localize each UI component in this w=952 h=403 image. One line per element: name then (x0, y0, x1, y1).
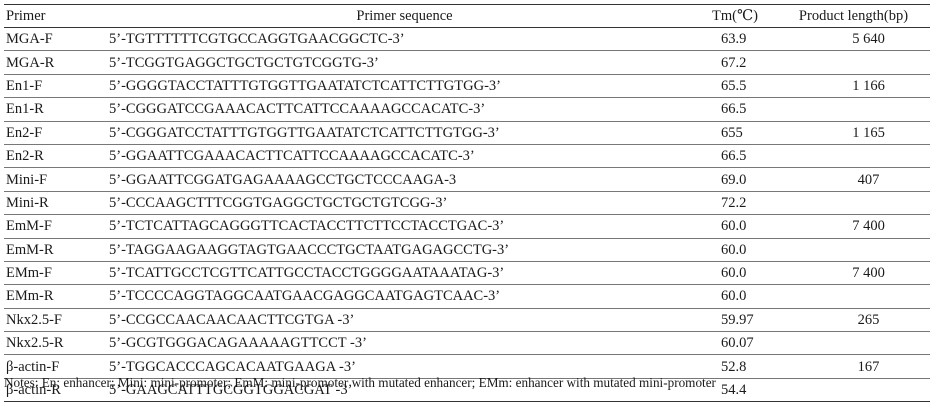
length-cell (777, 332, 930, 355)
primer-cell: β-actin-F (6, 358, 60, 375)
header-tm: Tm(℃) (707, 4, 777, 28)
primer-cell: En1-F (6, 77, 43, 94)
sequence-cell: 5’-TCCCCAGGTAGGCAATGAACGAGGCAATGAGTCAAC-… (109, 288, 501, 305)
table-row: Mini-R 5’-CCCAAGCTTTCGGTGAGGCTGCTGCTGTCG… (4, 191, 930, 215)
sequence-cell: 5’-TGGCACCCAGCACAATGAAGA -3’ (109, 358, 356, 375)
tm-cell: 59.97 (721, 311, 754, 328)
primer-cell: En1-R (6, 101, 44, 118)
table-row: EMm-F 5’-TCATTGCCTCGTTCATTGCCTACCTGGGGAA… (4, 261, 930, 285)
sequence-cell: 5’-CCCAAGCTTTCGGTGAGGCTGCTGCTGTCGG-3’ (109, 194, 448, 211)
tm-cell: 60.0 (721, 265, 747, 282)
sequence-cell: 5’-GAAGCATTTGCGGTGGACGAT -3’ (109, 382, 353, 399)
length-cell: 1 165 (852, 124, 885, 141)
table-row: Nkx2.5-F 5’-CCGCCAACAACAACTTCGTGA -3’ 59… (4, 308, 930, 332)
table-body: MGA-F 5’-TGTTTTTTCGTGCCAGGTGAACGGCTC-3’ … (4, 28, 930, 402)
primer-cell: EmM-R (6, 241, 54, 258)
length-cell: 7 400 (852, 265, 885, 282)
sequence-cell: 5’-TCATTGCCTCGTTCATTGCCTACCTGGGGAATAAATA… (109, 265, 505, 282)
tm-cell: 655 (721, 124, 743, 141)
table-row: β-actin-F 5’-TGGCACCCAGCACAATGAAGA -3’ 5… (4, 355, 930, 379)
table-row: En2-R 5’-GGAATTCGAAACACTTCATTCCAAAAGCCAC… (4, 144, 930, 168)
table-row: MGA-F 5’-TGTTTTTTCGTGCCAGGTGAACGGCTC-3’ … (4, 28, 930, 51)
table-row: EmM-R 5’-TAGGAAGAAGGTAGTGAACCCTGCTAATGAG… (4, 238, 930, 262)
primer-cell: EMm-F (6, 265, 52, 282)
sequence-cell: 5’-CGGGATCCGAAACACTTCATTCCAAAAGCCACATC-3… (109, 101, 486, 118)
tm-cell: 66.5 (721, 101, 747, 118)
sequence-cell: 5’-CCGCCAACAACAACTTCGTGA -3’ (109, 311, 355, 328)
tm-cell: 72.2 (721, 194, 747, 211)
primer-cell: Nkx2.5-R (6, 335, 64, 352)
table-row: En1-R 5’-CGGGATCCGAAACACTTCATTCCAAAAGCCA… (4, 98, 930, 122)
primer-cell: Mini-R (6, 194, 49, 211)
sequence-cell: 5’-GGGGTACCTATTTGTGGTTGAATATCTCATTCTTGTG… (109, 77, 501, 94)
header-primer-sequence: Primer sequence (102, 4, 707, 28)
table-row: EMm-R 5’-TCCCCAGGTAGGCAATGAACGAGGCAATGAG… (4, 285, 930, 309)
length-cell (777, 98, 930, 121)
tm-cell: 63.9 (721, 31, 747, 48)
tm-cell: 54.4 (721, 382, 747, 399)
tm-cell: 52.8 (721, 358, 747, 375)
length-cell (777, 285, 930, 308)
table-notes: Notes: En: enhancer; Mini: mini-promoter… (4, 375, 716, 390)
primer-cell: En2-F (6, 124, 43, 141)
table-row: Nkx2.5-R 5’-GCGTGGGACAGAAAAAGTTCCT -3’ 6… (4, 332, 930, 355)
primer-cell: Nkx2.5-F (6, 311, 62, 328)
header-primer: Primer (4, 4, 102, 28)
length-cell: 5 640 (852, 31, 885, 48)
sequence-cell: 5’-TAGGAAGAAGGTAGTGAACCCTGCTAATGAGAGCCTG… (109, 241, 510, 258)
sequence-cell: 5’-GCGTGGGACAGAAAAAGTTCCT -3’ (109, 335, 367, 352)
length-cell: 1 166 (852, 77, 885, 94)
primer-cell: Mini-F (6, 171, 48, 188)
table-row: En1-F 5’-GGGGTACCTATTTGTGGTTGAATATCTCATT… (4, 74, 930, 98)
table-row: β-actin-R 5’-GAAGCATTTGCGGTGGACGAT -3’ 5… (4, 378, 930, 402)
tm-cell: 60.0 (721, 241, 747, 258)
primer-cell: MGA-R (6, 54, 55, 71)
sequence-cell: 5’-TCGGTGAGGCTGCTGCTGTCGGTG-3’ (109, 54, 379, 71)
sequence-cell: 5’-CGGGATCCTATTTGTGGTTGAATATCTCATTCTTGTG… (109, 124, 500, 141)
length-cell (777, 191, 930, 214)
tm-cell: 60.0 (721, 288, 747, 305)
length-cell: 167 (857, 358, 880, 375)
length-cell: 265 (857, 311, 880, 328)
table-row: Mini-F 5’-GGAATTCGGATGAGAAAAGCCTGCTCCCAA… (4, 168, 930, 192)
tm-cell: 60.0 (721, 218, 747, 235)
length-cell (777, 51, 930, 74)
table-row: En2-F 5’-CGGGATCCTATTTGTGGTTGAATATCTCATT… (4, 121, 930, 145)
table-row: EmM-F 5’-TCTCATTAGCAGGGTTCACTACCTTCTTCCT… (4, 215, 930, 239)
tm-cell: 66.5 (721, 148, 747, 165)
length-cell (777, 144, 930, 167)
length-cell: 7 400 (852, 218, 885, 235)
primer-cell: MGA-F (6, 31, 53, 48)
length-cell: 407 (857, 171, 880, 188)
sequence-cell: 5’-TGTTTTTTCGTGCCAGGTGAACGGCTC-3’ (109, 31, 405, 48)
tm-cell: 65.5 (721, 77, 747, 94)
length-cell (777, 378, 930, 401)
header-product-length: Product length(bp) (777, 4, 930, 28)
primer-cell: EMm-R (6, 288, 54, 305)
sequence-cell: 5’-GGAATTCGGATGAGAAAAGCCTGCTCCCAAGA-3 (109, 171, 457, 188)
primer-cell: β-actin-R (6, 382, 61, 399)
tm-cell: 60.07 (721, 335, 754, 352)
table-row: MGA-R 5’-TCGGTGAGGCTGCTGCTGTCGGTG-3’ 67.… (4, 51, 930, 75)
sequence-cell: 5’-GGAATTCGAAACACTTCATTCCAAAAGCCACATC-3’ (109, 148, 475, 165)
sequence-cell: 5’-TCTCATTAGCAGGGTTCACTACCTTCTTCCTACCTGA… (109, 218, 505, 235)
length-cell (777, 238, 930, 261)
primer-table-container: Primer Primer sequence Tm(℃) Product len… (4, 4, 930, 402)
primer-cell: EmM-F (6, 218, 52, 235)
tm-cell: 67.2 (721, 54, 747, 71)
tm-cell: 69.0 (721, 171, 747, 188)
primer-cell: En2-R (6, 148, 44, 165)
table-header-row: Primer Primer sequence Tm(℃) Product len… (4, 4, 930, 28)
primer-table: Primer Primer sequence Tm(℃) Product len… (4, 4, 930, 402)
